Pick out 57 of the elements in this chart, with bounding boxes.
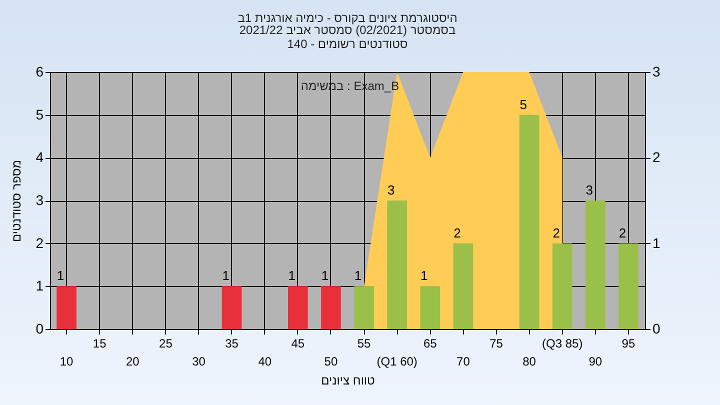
x-tick-label: 30 [192, 354, 206, 368]
bar [288, 286, 308, 329]
x-tick-label: 35 [225, 336, 239, 350]
data-label: 2 [552, 225, 560, 240]
data-label: 1 [56, 268, 64, 284]
bar [387, 200, 407, 329]
x-tick-label: 50 [324, 354, 338, 368]
x-tick-label: 15 [92, 336, 107, 350]
data-label: 1 [420, 268, 428, 284]
x-tick-label: 90 [588, 354, 602, 368]
bar [618, 243, 638, 329]
y-tick-label: 0 [36, 320, 44, 336]
y2-tick-label: 3 [652, 64, 660, 80]
x-tick-label: 40 [258, 354, 272, 368]
y-tick-label: 1 [36, 278, 44, 294]
bar [552, 243, 572, 329]
x-tick-label: 55 [357, 336, 372, 350]
data-label: 3 [586, 182, 594, 198]
x-tick-label: 70 [456, 354, 470, 368]
y-tick-label: 3 [36, 192, 44, 208]
x-tick-label: 95 [622, 336, 636, 350]
data-label: 2 [618, 225, 626, 240]
bar [321, 286, 341, 329]
y-tick-label: 5 [36, 106, 44, 122]
x-tick-label: 20 [126, 354, 140, 368]
bar [222, 286, 242, 329]
x-tick-label: 10 [60, 354, 74, 368]
chart-subtitle: בסמסטר (02/2021) סמסטר אביב 2021/22 סטודנטים רשומים - 140 [239, 23, 456, 51]
data-label: 3 [387, 182, 395, 198]
y2-tick-label: 2 [652, 149, 660, 166]
data-label: 2 [454, 225, 461, 240]
x-tick-label: 25 [159, 336, 173, 350]
y-tick-label: 2 [36, 234, 44, 251]
y-tick-label: 6 [36, 64, 44, 80]
x-tick-label: 75 [490, 336, 504, 350]
x-tick-label: 65 [423, 336, 438, 350]
data-label: 1 [321, 268, 329, 284]
y-axis-title: מספר סטודנטים [10, 160, 24, 242]
data-label: 1 [222, 268, 230, 284]
bar [586, 200, 606, 329]
x-axis-title: טווח ציונים [321, 374, 376, 388]
chart-title: היסטוגרמת ציונים בקורס - כימיה אורגנית 1ב [238, 11, 458, 25]
data-label: 1 [354, 268, 362, 284]
x-tick-label: 80 [522, 354, 536, 368]
x-tick-label: (Q3 85) [542, 336, 583, 350]
bar [519, 114, 540, 329]
bar [56, 286, 76, 329]
y2-tick-label: 0 [652, 320, 660, 336]
bar [354, 286, 374, 329]
bar [420, 286, 440, 329]
bar [453, 243, 474, 329]
data-label: 5 [520, 96, 527, 112]
x-tick-label: 45 [291, 336, 305, 350]
y2-tick-label: 1 [652, 234, 660, 251]
y-tick-label: 4 [36, 149, 44, 166]
data-label: 1 [288, 268, 296, 284]
x-tick-label: (Q1 60) [376, 354, 418, 368]
